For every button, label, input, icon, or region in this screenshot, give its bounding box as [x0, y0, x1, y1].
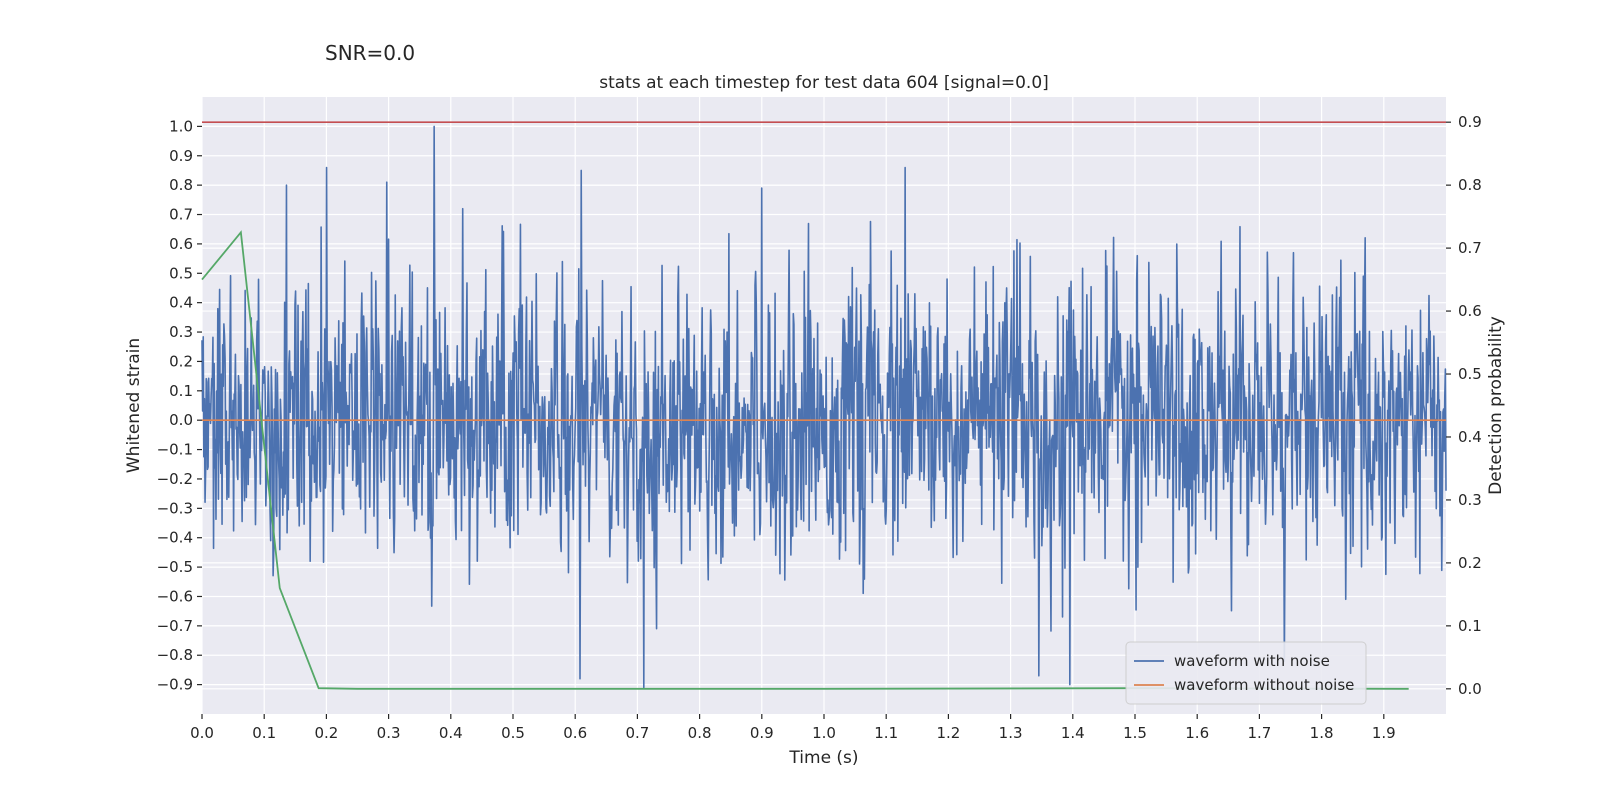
y2-axis-label: Detection probability — [1486, 316, 1506, 495]
y2-tick-label: 0.8 — [1458, 176, 1482, 194]
y-tick-label: 0.3 — [169, 323, 193, 341]
x-tick-label: 1.5 — [1123, 724, 1147, 742]
chart-title: stats at each timestep for test data 604… — [599, 73, 1049, 93]
y-tick-label: 0.6 — [169, 235, 193, 253]
y-tick-label: 0.5 — [169, 264, 193, 282]
x-tick-label: 0.8 — [688, 724, 712, 742]
x-tick-label: 1.3 — [999, 724, 1023, 742]
x-tick-label: 1.0 — [812, 724, 836, 742]
y-tick-label: 0.1 — [169, 382, 193, 400]
x-tick-label: 0.6 — [563, 724, 587, 742]
x-tick-label: 1.7 — [1247, 724, 1271, 742]
x-tick-label: 0.9 — [750, 724, 774, 742]
y2-tick-label: 0.2 — [1458, 554, 1482, 572]
series-waveform-with-noise — [201, 125, 1447, 689]
y2-tick-label: 0.9 — [1458, 113, 1482, 131]
y-tick-label: 0.9 — [169, 147, 193, 165]
y-tick-label: −0.2 — [157, 470, 193, 488]
y-tick-label: 0.2 — [169, 352, 193, 370]
x-tick-label: 0.0 — [190, 724, 214, 742]
x-tick-label: 0.3 — [377, 724, 401, 742]
y-tick-label: 0.7 — [169, 206, 193, 224]
y-tick-label: −0.3 — [157, 499, 193, 517]
x-tick-label: 1.1 — [874, 724, 898, 742]
y-tick-label: −0.4 — [157, 529, 193, 547]
x-axis-label: Time (s) — [788, 748, 858, 768]
legend-label: waveform without noise — [1174, 676, 1354, 694]
legend-box — [1125, 641, 1367, 705]
y2-tick-label: 0.1 — [1458, 617, 1482, 635]
legend-label: waveform with noise — [1174, 652, 1330, 670]
waveform-with-noise-line — [201, 125, 1447, 689]
x-tick-label: 1.9 — [1372, 724, 1396, 742]
y-tick-label: −0.7 — [157, 617, 193, 635]
y-tick-label: −0.9 — [157, 676, 193, 694]
x-tick-label: 1.8 — [1310, 724, 1334, 742]
x-tick-label: 0.7 — [625, 724, 649, 742]
y-axis-label: Whitened strain — [124, 338, 144, 473]
y2-tick-label: 0.3 — [1458, 491, 1482, 509]
x-tick-label: 1.2 — [936, 724, 960, 742]
y-tick-label: 0.4 — [169, 294, 193, 312]
y-tick-label: −0.5 — [157, 558, 193, 576]
suptitle: SNR=0.0 — [325, 41, 416, 65]
axes: 0.0 0.1 0.2 0.3 0.4 0.5 0.6 0.7 0.8 0.9 1.0 1.1 1.2 1… — [157, 113, 1482, 742]
y-tick-label: −0.8 — [157, 646, 193, 664]
y-tick-label: −0.6 — [157, 587, 193, 605]
y2-tick-label: 0.6 — [1458, 302, 1482, 320]
x-tick-label: 1.6 — [1185, 724, 1209, 742]
y-tick-label: −0.1 — [157, 441, 193, 459]
detection-probability-line — [201, 230, 1409, 690]
series-lines — [201, 121, 1446, 690]
y-tick-label: 0.0 — [169, 411, 193, 429]
legend: waveform with noise waveform without nois… — [1125, 641, 1367, 705]
y-tick-label: 1.0 — [169, 117, 193, 135]
y2-tick-label: 0.7 — [1458, 239, 1482, 257]
x-tick-label: 0.1 — [252, 724, 276, 742]
y-tick-label: 0.8 — [169, 176, 193, 194]
y2-tick-label: 0.4 — [1458, 428, 1482, 446]
x-tick-label: 0.5 — [501, 724, 525, 742]
x-tick-label: 0.4 — [439, 724, 463, 742]
y2-tick-label: 0.0 — [1458, 680, 1482, 698]
y2-tick-label: 0.5 — [1458, 365, 1482, 383]
x-tick-label: 0.2 — [314, 724, 338, 742]
x-tick-label: 1.4 — [1061, 724, 1085, 742]
